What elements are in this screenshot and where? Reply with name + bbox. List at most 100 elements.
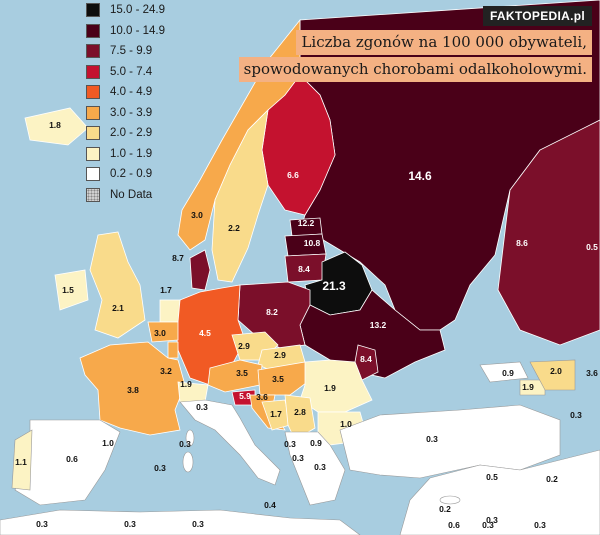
value-label-finland: 6.6 <box>287 170 299 180</box>
legend-swatch <box>86 105 100 120</box>
country-uk <box>89 231 146 339</box>
value-label-montenegro: 0.3 <box>284 439 296 449</box>
value-label-kazakhstan: 8.6 <box>516 238 528 248</box>
value-label-sardinia_w: 0.3 <box>154 463 166 473</box>
value-label-switzerland: 1.9 <box>180 379 192 389</box>
value-label-romania: 1.9 <box>324 383 336 393</box>
value-label-hungary: 3.5 <box>272 374 284 384</box>
value-labels: 1.8 14.6 6.6 8.6 0.5 3.0 2.2 12.2 10.8 8.4 21.3 8.7… <box>15 120 598 530</box>
legend-swatch <box>86 146 100 161</box>
country-portugal <box>11 429 33 491</box>
value-label-italy: 0.3 <box>196 402 208 412</box>
value-label-georgia: 0.9 <box>502 368 514 378</box>
country-armenia <box>519 379 546 396</box>
legend-swatch <box>86 3 100 18</box>
value-label-ukraine: 13.2 <box>370 320 387 330</box>
value-label-spain: 0.6 <box>66 454 78 464</box>
legend-label: 5.0 - 7.4 <box>110 65 153 78</box>
value-label-lebanon: 0.6 <box>448 520 460 530</box>
country-poland <box>237 281 311 349</box>
value-label-ireland: 1.5 <box>62 285 74 295</box>
region-north-africa <box>0 509 361 535</box>
legend-row: No Data <box>86 185 206 206</box>
country-netherlands <box>159 299 181 323</box>
value-label-turkmenistan: 0.3 <box>534 520 546 530</box>
island-corsica <box>185 429 195 447</box>
value-label-portugal: 1.1 <box>15 457 27 467</box>
legend-label: 3.0 - 3.9 <box>110 106 153 119</box>
legend-swatch <box>86 85 100 100</box>
caption-line-1: Liczba zgonów na 100 000 obywateli, <box>296 30 592 55</box>
country-romania <box>299 359 373 413</box>
value-label-lithuania: 8.4 <box>298 264 310 274</box>
value-label-poland: 8.2 <box>266 307 278 317</box>
country-turkey <box>339 404 561 479</box>
value-label-tunisia: 0.3 <box>124 519 136 529</box>
value-label-slovenia: 5.9 <box>239 391 251 401</box>
value-label-austria: 3.5 <box>236 368 248 378</box>
value-label-serbia: 2.8 <box>294 407 306 417</box>
legend-label: 15.0 - 24.9 <box>110 4 165 17</box>
value-label-russia: 14.6 <box>408 169 432 183</box>
legend: 15.0 - 24.9 10.0 - 14.9 7.5 - 9.9 5.0 - … <box>86 0 206 205</box>
value-label-syria: 0.3 <box>570 410 582 420</box>
caption-line-2: spowodowanych chorobami odalkoholowymi. <box>238 57 592 82</box>
country-ireland <box>54 269 89 311</box>
value-label-iraq: 0.5 <box>486 472 498 482</box>
country-luxembourg <box>167 341 179 359</box>
value-label-sweden: 3.0 <box>191 210 203 220</box>
legend-row: 4.0 - 4.9 <box>86 82 206 103</box>
legend-row: 0.2 - 0.9 <box>86 164 206 185</box>
legend-row: 15.0 - 24.9 <box>86 0 206 21</box>
region-middle-east <box>399 449 600 535</box>
legend-label: 1.0 - 1.9 <box>110 147 153 160</box>
legend-swatch <box>86 167 100 182</box>
legend-row: 1.0 - 1.9 <box>86 144 206 165</box>
value-label-germany: 4.5 <box>199 328 211 338</box>
legend-swatch <box>86 187 100 202</box>
value-label-luxembourg: 3.2 <box>160 366 172 376</box>
value-label-belgium: 3.0 <box>154 328 166 338</box>
value-label-libya: 0.3 <box>192 519 204 529</box>
legend-row: 10.0 - 14.9 <box>86 21 206 42</box>
island-cyprus <box>439 495 461 505</box>
value-label-algeria: 0.3 <box>36 519 48 529</box>
value-label-israel: 0.3 <box>482 520 494 530</box>
country-sweden <box>211 108 269 283</box>
value-label-denmark: 8.7 <box>172 253 184 263</box>
value-label-iceland: 1.8 <box>49 120 61 130</box>
country-georgia <box>479 361 529 383</box>
country-denmark <box>189 249 211 291</box>
value-label-moldova: 8.4 <box>360 354 372 364</box>
legend-label: 2.0 - 2.9 <box>110 127 153 140</box>
legend-row: 2.0 - 2.9 <box>86 123 206 144</box>
value-label-mongolia_edge: 0.5 <box>586 242 598 252</box>
legend-row: 3.0 - 3.9 <box>86 103 206 124</box>
legend-row: 7.5 - 9.9 <box>86 41 206 62</box>
country-belgium <box>147 321 179 343</box>
value-label-turkey: 0.3 <box>426 434 438 444</box>
value-label-azerbaijan: 2.0 <box>550 366 562 376</box>
value-label-jordan: 0.2 <box>439 504 451 514</box>
value-label-albania: 0.3 <box>292 453 304 463</box>
value-label-uk: 2.1 <box>112 303 124 313</box>
country-kazakhstan <box>497 119 600 346</box>
legend-label: 0.2 - 0.9 <box>110 168 153 181</box>
country-balkans-south <box>284 431 346 506</box>
country-ukraine <box>299 289 446 379</box>
legend-label: No Data <box>110 188 153 201</box>
value-label-belarus: 21.3 <box>322 279 346 293</box>
legend-swatch <box>86 126 100 141</box>
value-label-malta: 0.4 <box>264 500 276 510</box>
value-label-armenia: 1.9 <box>522 382 534 392</box>
value-label-macedonia: 0.9 <box>310 438 322 448</box>
value-label-czechia: 2.9 <box>238 341 250 351</box>
country-hungary <box>257 361 311 396</box>
country-azerbaijan <box>529 359 576 391</box>
legend-swatch <box>86 64 100 79</box>
value-label-croatia: 3.6 <box>256 392 268 402</box>
value-label-france: 3.8 <box>127 385 139 395</box>
legend-swatch <box>86 23 100 38</box>
island-sardinia <box>182 451 194 473</box>
